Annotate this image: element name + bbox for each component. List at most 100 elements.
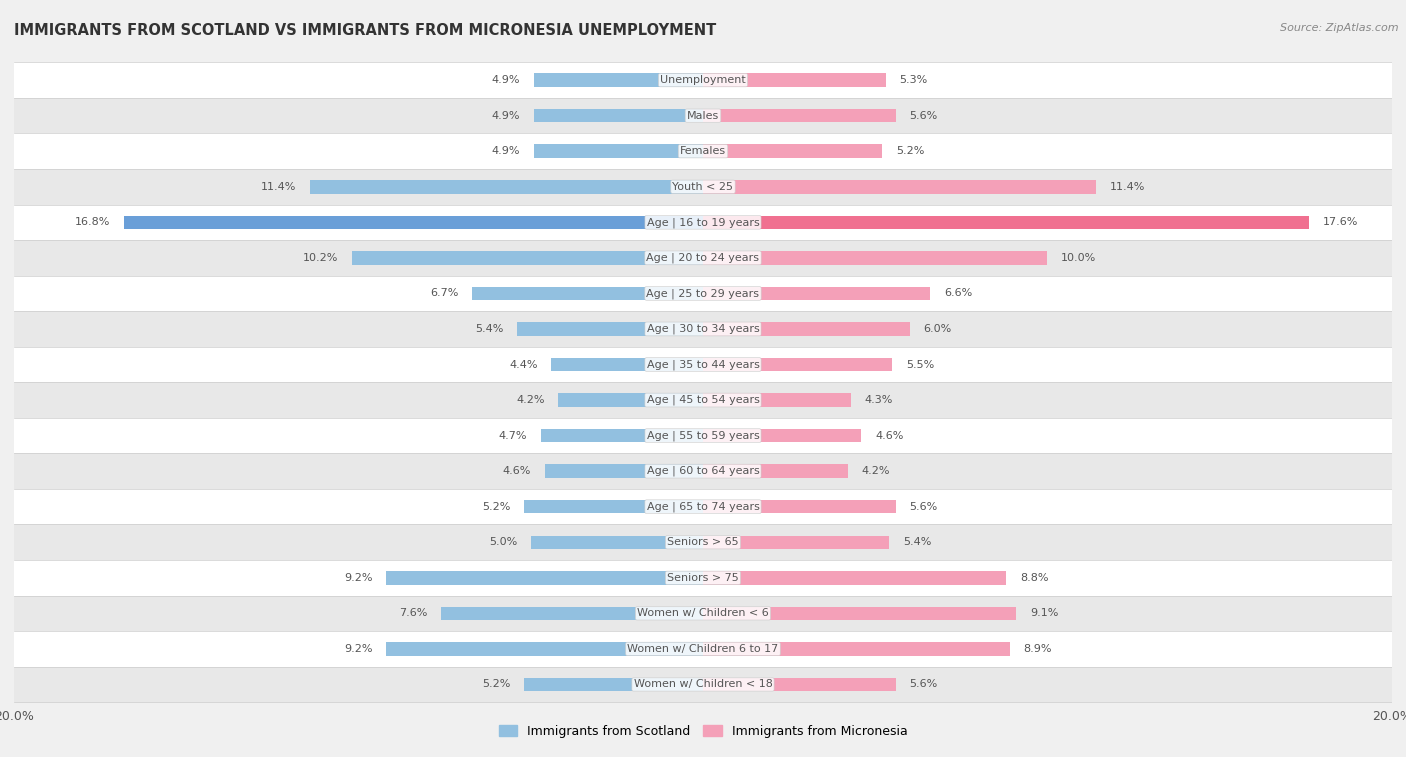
Bar — [551, 358, 703, 371]
Text: 5.6%: 5.6% — [910, 502, 938, 512]
Text: 11.4%: 11.4% — [1109, 182, 1144, 192]
Bar — [703, 606, 1017, 620]
Bar — [14, 133, 1392, 169]
Bar — [703, 429, 862, 442]
Bar — [14, 489, 1392, 525]
Bar — [703, 251, 1047, 265]
Bar — [524, 500, 703, 513]
Text: 6.6%: 6.6% — [945, 288, 973, 298]
Text: Unemployment: Unemployment — [661, 75, 745, 85]
Bar — [311, 180, 703, 194]
Text: Males: Males — [688, 111, 718, 120]
Bar — [703, 109, 896, 123]
Text: 9.2%: 9.2% — [344, 573, 373, 583]
Bar — [703, 145, 882, 158]
Bar — [534, 145, 703, 158]
Bar — [524, 678, 703, 691]
Text: 5.5%: 5.5% — [907, 360, 935, 369]
Bar — [14, 453, 1392, 489]
Text: 4.3%: 4.3% — [865, 395, 893, 405]
Bar — [703, 73, 886, 87]
Bar — [14, 418, 1392, 453]
Text: 4.9%: 4.9% — [492, 75, 520, 85]
Text: Age | 35 to 44 years: Age | 35 to 44 years — [647, 360, 759, 369]
Text: Women w/ Children 6 to 17: Women w/ Children 6 to 17 — [627, 644, 779, 654]
Bar — [441, 606, 703, 620]
Bar — [558, 394, 703, 407]
Bar — [14, 98, 1392, 133]
Text: 17.6%: 17.6% — [1323, 217, 1358, 227]
Text: Age | 16 to 19 years: Age | 16 to 19 years — [647, 217, 759, 228]
Bar — [534, 73, 703, 87]
Text: Age | 65 to 74 years: Age | 65 to 74 years — [647, 501, 759, 512]
Bar — [517, 322, 703, 335]
Text: Women w/ Children < 18: Women w/ Children < 18 — [634, 680, 772, 690]
Text: 11.4%: 11.4% — [262, 182, 297, 192]
Bar — [531, 535, 703, 549]
Bar — [703, 322, 910, 335]
Text: 4.2%: 4.2% — [516, 395, 544, 405]
Bar — [352, 251, 703, 265]
Bar — [14, 631, 1392, 667]
Bar — [703, 216, 1309, 229]
Bar — [703, 287, 931, 301]
Bar — [534, 109, 703, 123]
Text: 8.8%: 8.8% — [1019, 573, 1049, 583]
Text: Women w/ Children < 6: Women w/ Children < 6 — [637, 609, 769, 618]
Bar — [703, 571, 1007, 584]
Text: 5.2%: 5.2% — [482, 502, 510, 512]
Bar — [14, 276, 1392, 311]
Text: Age | 25 to 29 years: Age | 25 to 29 years — [647, 288, 759, 299]
Text: 5.0%: 5.0% — [489, 537, 517, 547]
Text: 5.3%: 5.3% — [900, 75, 928, 85]
Text: Source: ZipAtlas.com: Source: ZipAtlas.com — [1281, 23, 1399, 33]
Text: 7.6%: 7.6% — [399, 609, 427, 618]
Bar — [387, 642, 703, 656]
Text: 5.4%: 5.4% — [903, 537, 931, 547]
Bar — [544, 464, 703, 478]
Text: 5.2%: 5.2% — [482, 680, 510, 690]
Bar — [14, 240, 1392, 276]
Bar — [703, 678, 896, 691]
Bar — [14, 596, 1392, 631]
Text: 6.0%: 6.0% — [924, 324, 952, 334]
Text: Age | 30 to 34 years: Age | 30 to 34 years — [647, 324, 759, 334]
Bar — [703, 464, 848, 478]
Text: 4.4%: 4.4% — [509, 360, 537, 369]
Text: 4.9%: 4.9% — [492, 111, 520, 120]
Text: Age | 55 to 59 years: Age | 55 to 59 years — [647, 431, 759, 441]
Bar — [14, 525, 1392, 560]
Text: 5.6%: 5.6% — [910, 680, 938, 690]
Text: 6.7%: 6.7% — [430, 288, 458, 298]
Text: 8.9%: 8.9% — [1024, 644, 1052, 654]
Text: 10.0%: 10.0% — [1062, 253, 1097, 263]
Bar — [14, 347, 1392, 382]
Text: 4.6%: 4.6% — [502, 466, 531, 476]
Text: Youth < 25: Youth < 25 — [672, 182, 734, 192]
Text: Age | 20 to 24 years: Age | 20 to 24 years — [647, 253, 759, 263]
Text: 4.7%: 4.7% — [499, 431, 527, 441]
Bar — [472, 287, 703, 301]
Bar — [14, 560, 1392, 596]
Bar — [14, 382, 1392, 418]
Bar — [14, 667, 1392, 702]
Text: 4.2%: 4.2% — [862, 466, 890, 476]
Text: 4.6%: 4.6% — [875, 431, 904, 441]
Text: 9.2%: 9.2% — [344, 644, 373, 654]
Bar — [14, 169, 1392, 204]
Text: 5.6%: 5.6% — [910, 111, 938, 120]
Text: 4.9%: 4.9% — [492, 146, 520, 156]
Bar — [703, 535, 889, 549]
Bar — [124, 216, 703, 229]
Text: 10.2%: 10.2% — [302, 253, 337, 263]
Text: IMMIGRANTS FROM SCOTLAND VS IMMIGRANTS FROM MICRONESIA UNEMPLOYMENT: IMMIGRANTS FROM SCOTLAND VS IMMIGRANTS F… — [14, 23, 716, 38]
Bar — [703, 180, 1095, 194]
Bar — [14, 204, 1392, 240]
Bar — [703, 394, 851, 407]
Text: 16.8%: 16.8% — [75, 217, 111, 227]
Bar — [541, 429, 703, 442]
Bar — [703, 642, 1010, 656]
Bar — [14, 62, 1392, 98]
Legend: Immigrants from Scotland, Immigrants from Micronesia: Immigrants from Scotland, Immigrants fro… — [494, 720, 912, 743]
Text: Seniors > 65: Seniors > 65 — [668, 537, 738, 547]
